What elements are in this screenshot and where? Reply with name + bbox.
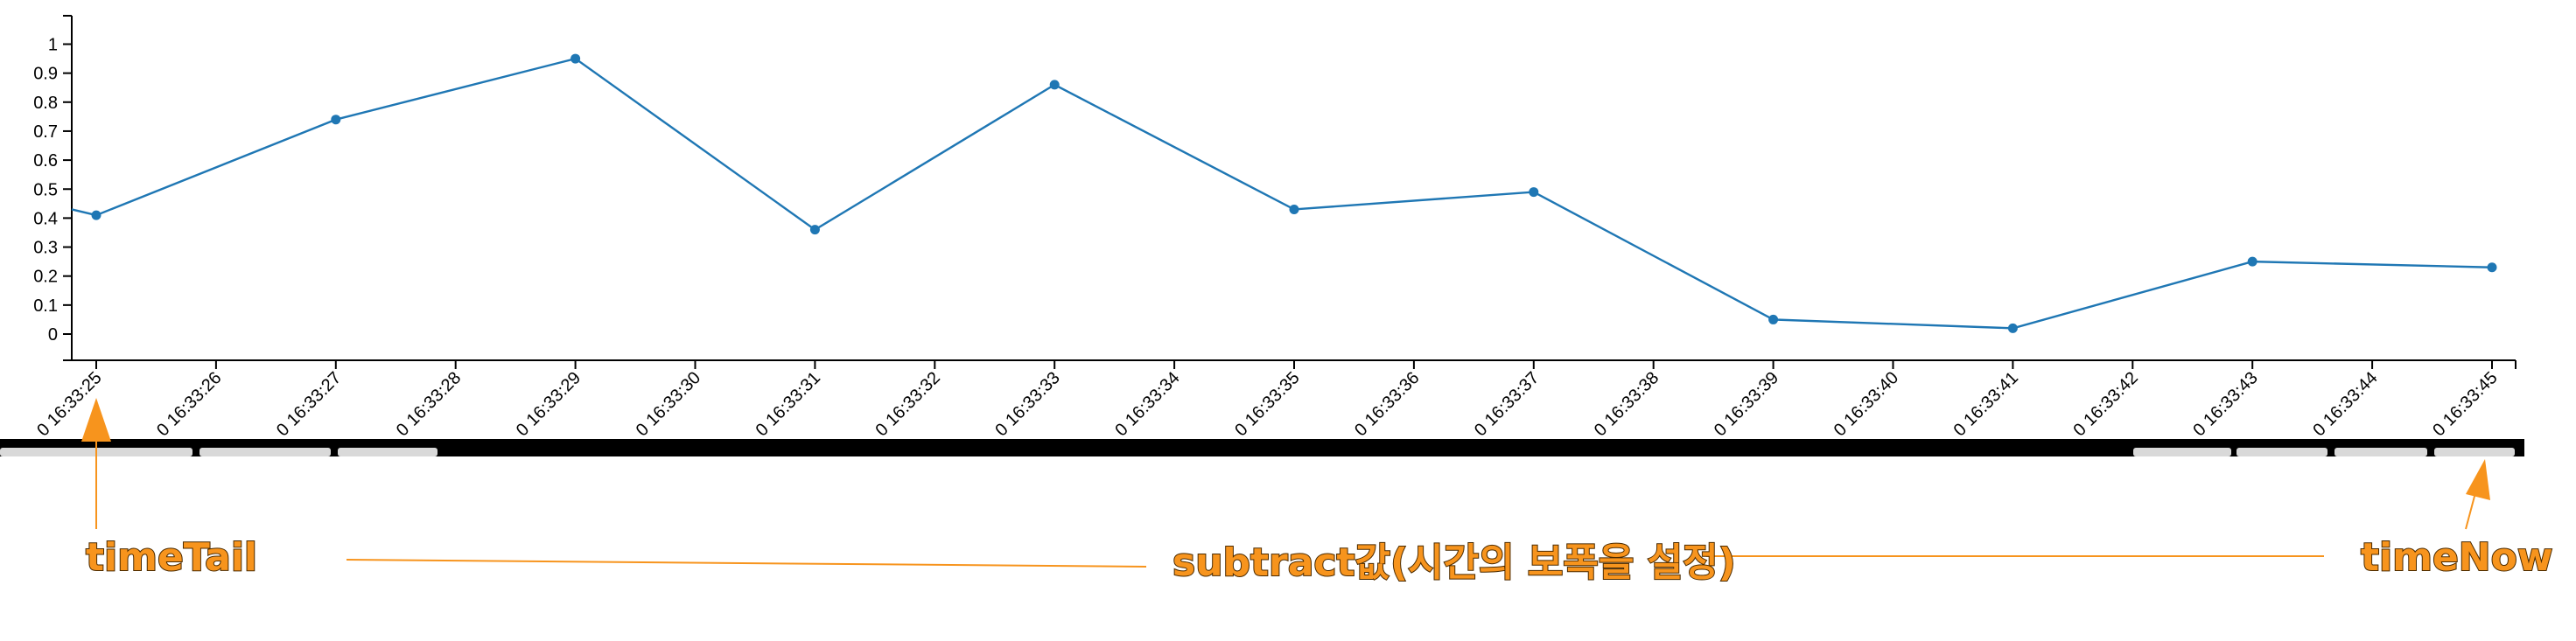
y-tick-label: 0.3 (33, 239, 58, 258)
data-point (331, 115, 341, 125)
series-layer (71, 53, 2497, 333)
data-point (809, 225, 820, 235)
data-point (1289, 204, 1299, 214)
series-line (71, 57, 2493, 330)
data-point (1768, 314, 1779, 324)
x-axis: 0 16:33:25 0 16:33:26 0 16:33:27 0 16:33:28… (33, 359, 2516, 440)
x-tick-label: 0 16:33:40 (1830, 368, 1902, 440)
x-tick-label: 0 16:33:43 (2189, 368, 2261, 440)
x-tick-label: 0 16:33:26 (153, 368, 225, 440)
x-tick-label: 0 16:33:45 (2429, 368, 2501, 440)
y-tick-label: 0.5 (33, 180, 58, 199)
toolbar-button[interactable] (338, 448, 438, 456)
x-tick-label: 0 16:33:31 (752, 368, 824, 440)
data-point (2007, 323, 2018, 333)
toolbar-button[interactable] (200, 448, 331, 456)
data-point (91, 210, 102, 220)
x-tick-label: 0 16:33:34 (1111, 368, 1183, 440)
x-tick-label: 0 16:33:37 (1471, 368, 1543, 440)
subtract-label: subtract값(시간의 보폭을 설정) (1172, 540, 1736, 585)
toolbar-strip (0, 439, 2524, 456)
annotation-layer: timeTail subtract값(시간의 보폭을 설정) timeNow (81, 398, 2554, 586)
toolbar-band (0, 439, 2524, 456)
y-tick-label: 0.7 (33, 122, 58, 142)
toolbar-button[interactable] (2434, 448, 2515, 456)
y-tick-label: 0.8 (33, 94, 58, 113)
y-tick-label: 0.2 (33, 268, 58, 287)
subtract-range-line-left (346, 559, 1147, 568)
x-tick-label: 0 16:33:35 (1231, 368, 1303, 440)
x-tick-label: 0 16:33:30 (633, 368, 704, 440)
data-point (1529, 187, 1539, 198)
x-tick-label: 0 16:33:32 (872, 368, 944, 440)
time-tail-arrowhead (81, 398, 111, 442)
data-point (2247, 256, 2258, 267)
data-point (1049, 80, 1060, 90)
toolbar-button[interactable] (2236, 448, 2328, 456)
y-tick-label: 0 (48, 325, 58, 345)
y-tick-label: 0.1 (33, 296, 58, 316)
x-tick-label: 0 16:33:28 (393, 368, 465, 440)
toolbar-button[interactable] (2133, 448, 2231, 456)
y-tick-label: 0.6 (33, 151, 58, 171)
y-tick-label: 1 (48, 36, 58, 55)
time-tail-label: timeTail (86, 535, 257, 580)
time-now-label: timeNow (2361, 535, 2553, 580)
x-tick-label: 0 16:33:27 (273, 368, 345, 440)
toolbar-button[interactable] (2334, 448, 2427, 456)
x-tick-label: 0 16:33:42 (2070, 368, 2142, 440)
x-tick-label: 0 16:33:44 (2309, 368, 2381, 440)
y-axis: 0 0.1 0.2 0.3 0.4 0.5 0.6 0.7 0.8 0.9 1 (33, 15, 73, 361)
time-now-arrowhead (2466, 459, 2490, 500)
x-tick-label: 0 16:33:36 (1351, 368, 1423, 440)
y-tick-label: 0.9 (33, 65, 58, 84)
data-point (2487, 262, 2497, 273)
x-tick-label: 0 16:33:41 (1950, 368, 2022, 440)
y-tick-label: 0.4 (33, 209, 58, 228)
x-tick-label: 0 16:33:39 (1711, 368, 1782, 440)
data-point (570, 53, 581, 64)
x-tick-label: 0 16:33:29 (513, 368, 584, 440)
x-tick-label: 0 16:33:33 (991, 368, 1063, 440)
x-tick-label: 0 16:33:38 (1591, 368, 1662, 440)
